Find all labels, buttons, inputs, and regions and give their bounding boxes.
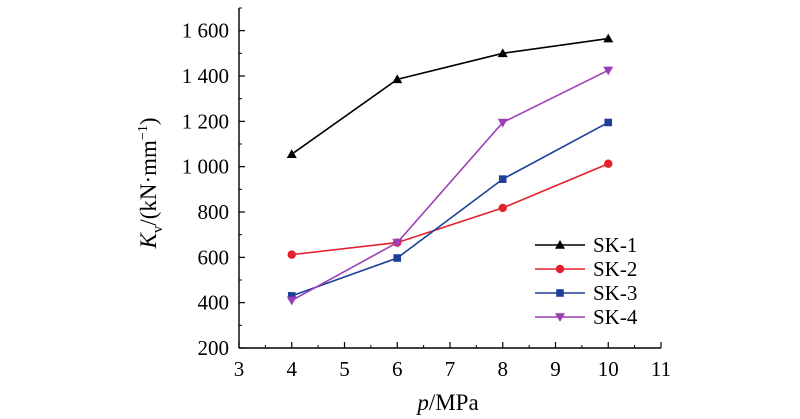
legend-item: SK-1 — [535, 233, 637, 257]
data-point — [556, 289, 564, 297]
data-point — [555, 240, 565, 249]
legend-label: SK-1 — [593, 233, 637, 257]
data-point — [603, 66, 614, 76]
y-axis-title: Kv/(kN·mm−1) — [136, 117, 166, 249]
legend: SK-1SK-2SK-3SK-4 — [535, 233, 638, 329]
data-point — [497, 48, 508, 58]
y-tick-label: 1 600 — [182, 19, 229, 43]
x-tick-label: 7 — [445, 357, 456, 381]
x-tick-label: 6 — [392, 357, 403, 381]
legend-item: SK-4 — [535, 305, 638, 329]
legend-item: SK-3 — [535, 281, 637, 305]
data-point — [392, 74, 403, 84]
y-tick-label: 1 400 — [182, 64, 229, 88]
data-point — [286, 149, 297, 158]
data-point — [286, 296, 297, 306]
series-sk-4 — [286, 66, 614, 306]
y-tick-label: 1 000 — [182, 155, 229, 179]
legend-label: SK-3 — [593, 281, 637, 305]
x-tick-label: 10 — [598, 357, 619, 381]
series-sk-3 — [287, 118, 613, 300]
series-sk-1 — [286, 33, 614, 158]
y-tick-label: 600 — [198, 245, 230, 269]
x-axis-title: p/MPa — [415, 390, 478, 415]
x-axis-ticks: 3 4 5 6 7 8 9 10 11 — [234, 342, 671, 381]
y-tick-label: 800 — [198, 200, 230, 224]
x-tick-label: 4 — [287, 357, 298, 381]
legend-item: SK-2 — [535, 257, 637, 281]
data-point — [392, 238, 403, 248]
data-point — [287, 250, 296, 259]
data-point — [497, 118, 508, 128]
legend-label: SK-4 — [593, 305, 638, 329]
data-point — [604, 159, 613, 168]
x-tick-label: 9 — [550, 357, 561, 381]
series-line — [291, 121, 609, 297]
series-line — [291, 69, 609, 302]
series-sk-2 — [287, 159, 613, 259]
series-line — [291, 37, 609, 155]
data-point — [498, 203, 507, 213]
y-tick-label: 1 200 — [182, 109, 229, 133]
data-point — [555, 313, 565, 322]
y-axis-ticks: 200 400 600 800 1 000 1 200 1 400 1 600 — [182, 7, 245, 360]
data-point — [393, 254, 402, 262]
series-layer — [286, 33, 614, 306]
data-point — [287, 292, 296, 300]
y-tick-label: 200 — [198, 336, 230, 360]
y-tick-label: 400 — [198, 291, 230, 315]
data-point — [555, 264, 565, 274]
x-tick-label: 3 — [234, 357, 245, 381]
x-tick-label: 5 — [339, 357, 350, 381]
data-point — [604, 118, 613, 127]
series-line — [291, 162, 609, 256]
data-point — [603, 33, 614, 43]
legend-label: SK-2 — [593, 257, 637, 281]
x-tick-label: 8 — [498, 357, 509, 381]
data-point — [498, 175, 507, 183]
x-tick-label: 11 — [651, 357, 671, 381]
